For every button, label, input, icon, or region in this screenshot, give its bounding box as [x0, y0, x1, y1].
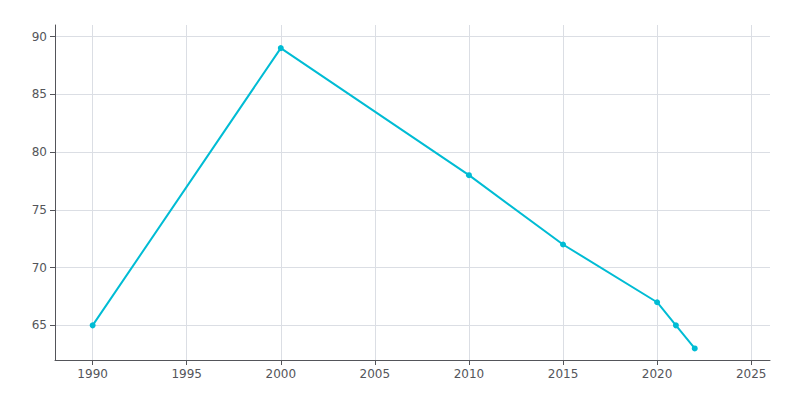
svg-text:85: 85	[32, 87, 47, 101]
svg-text:1995: 1995	[171, 367, 202, 381]
svg-text:2025: 2025	[736, 367, 767, 381]
svg-text:2005: 2005	[360, 367, 391, 381]
svg-text:2020: 2020	[642, 367, 673, 381]
svg-text:2015: 2015	[548, 367, 579, 381]
svg-text:80: 80	[32, 145, 47, 159]
svg-text:75: 75	[32, 203, 47, 217]
svg-text:70: 70	[32, 261, 47, 275]
svg-text:2010: 2010	[454, 367, 485, 381]
svg-text:90: 90	[32, 30, 47, 44]
svg-text:1990: 1990	[77, 367, 108, 381]
svg-text:65: 65	[32, 318, 47, 332]
svg-text:2000: 2000	[266, 367, 297, 381]
